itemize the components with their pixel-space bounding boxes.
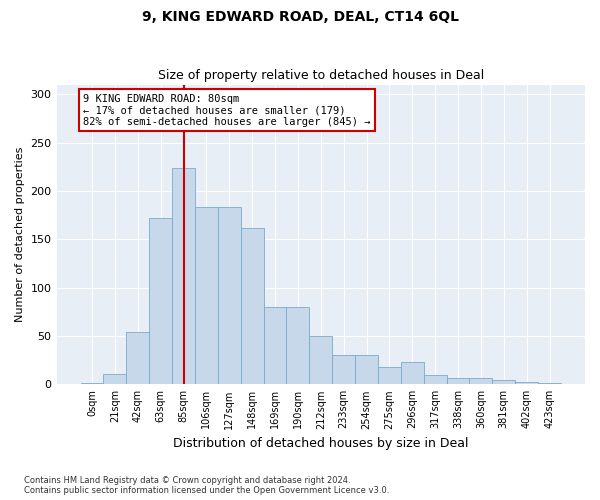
Bar [401, 362, 424, 384]
Title: Size of property relative to detached houses in Deal: Size of property relative to detached ho… [158, 69, 484, 82]
Bar [149, 218, 172, 384]
Bar [332, 356, 355, 384]
Bar [218, 208, 241, 384]
Bar [286, 307, 310, 384]
Bar [263, 307, 286, 384]
Bar [493, 380, 515, 384]
X-axis label: Distribution of detached houses by size in Deal: Distribution of detached houses by size … [173, 437, 469, 450]
Text: Contains HM Land Registry data © Crown copyright and database right 2024.
Contai: Contains HM Land Registry data © Crown c… [24, 476, 389, 495]
Bar [172, 168, 195, 384]
Bar [355, 356, 378, 384]
Text: 9 KING EDWARD ROAD: 80sqm
← 17% of detached houses are smaller (179)
82% of semi: 9 KING EDWARD ROAD: 80sqm ← 17% of detac… [83, 94, 370, 126]
Bar [195, 208, 218, 384]
Bar [378, 367, 401, 384]
Bar [446, 378, 469, 384]
Bar [241, 228, 263, 384]
Y-axis label: Number of detached properties: Number of detached properties [15, 146, 25, 322]
Text: 9, KING EDWARD ROAD, DEAL, CT14 6QL: 9, KING EDWARD ROAD, DEAL, CT14 6QL [142, 10, 458, 24]
Bar [103, 374, 127, 384]
Bar [310, 336, 332, 384]
Bar [424, 374, 446, 384]
Bar [127, 332, 149, 384]
Bar [469, 378, 493, 384]
Bar [515, 382, 538, 384]
